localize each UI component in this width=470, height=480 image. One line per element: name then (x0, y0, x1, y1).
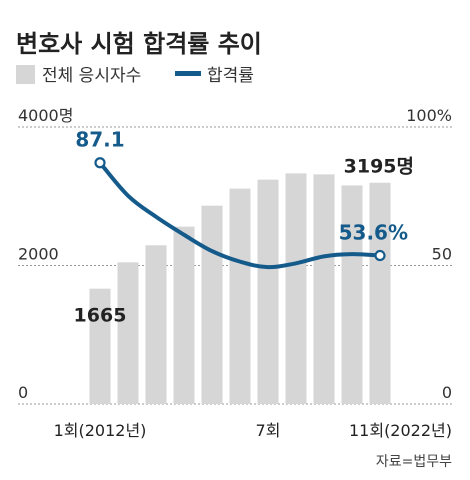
bar-9회 (313, 174, 335, 404)
source-note: 자료=법무부 (376, 454, 452, 470)
legend: 전체 응시자수 합격률 (16, 65, 254, 86)
bar-8회 (285, 173, 307, 404)
pass-rate-point-11회 (374, 249, 386, 262)
pass-rate-point-1회 (94, 157, 106, 169)
right-axis-tick: 0 (442, 383, 452, 402)
bar-3회 (145, 245, 167, 404)
legend-swatch-line (175, 71, 201, 76)
bar-series (89, 173, 391, 404)
legend-label-bar: 전체 응시자수 (42, 66, 141, 86)
left-axis-tick: 2000 (18, 245, 59, 264)
pass-rate-line (98, 160, 382, 270)
legend-swatch-bar (16, 65, 35, 84)
x-axis-tick: 7회 (256, 421, 281, 440)
chart-title: 변호사 시험 합격률 추이 (16, 30, 262, 58)
last-rate-label: 53.6% (339, 221, 408, 245)
left-axis-tick: 4000명 (18, 106, 73, 125)
axis-labels: 4000명 2000 0 100% 50 0 1회(2012년) 7회 11회(2022년) (18, 106, 452, 440)
x-axis-tick: 11회(2022년) (349, 421, 452, 440)
x-axis-tick: 1회(2012년) (54, 421, 147, 440)
annotations: 87.1 53.6% 1665 3195명 (74, 128, 414, 327)
bar-10회 (341, 185, 363, 404)
line-series (94, 157, 386, 270)
bar-2회 (117, 262, 139, 404)
legend-label-line: 합격률 (207, 66, 254, 86)
bar-11회 (369, 182, 391, 404)
bar-1회 (89, 288, 111, 404)
bar-6회 (229, 188, 251, 404)
right-axis-tick: 50 (432, 245, 452, 264)
last-count-label: 3195명 (344, 156, 414, 178)
left-axis-tick: 0 (18, 383, 28, 402)
bar-5회 (201, 205, 223, 404)
first-rate-label: 87.1 (75, 128, 124, 152)
right-axis-tick: 100% (406, 106, 452, 125)
first-count-label: 1665 (74, 305, 127, 327)
bar-4회 (173, 226, 195, 404)
bar-7회 (257, 179, 279, 404)
